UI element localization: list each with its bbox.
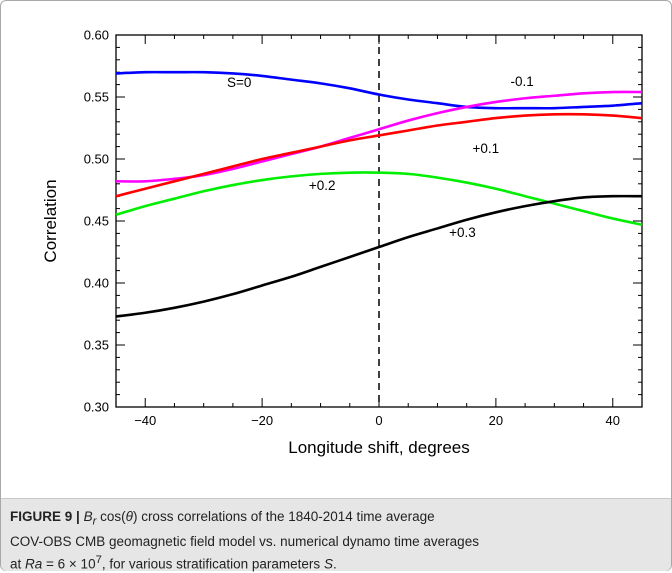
caption-line-3b: , for various stratification parameters [101, 556, 324, 572]
y-tick-label: 0.40 [84, 276, 109, 291]
x-tick-label: −20 [251, 413, 273, 428]
label-layer: −40 −20 0 20 40 0.30 0.35 0.40 0.45 0.50 0.55 0.60 L… [41, 28, 620, 458]
x-axis-label: Longitude shift, degrees [288, 438, 469, 457]
y-tick-label: 0.45 [84, 214, 109, 229]
ra-exponent: 7 [95, 553, 102, 566]
series-annotation: +0.1 [473, 141, 500, 156]
x-tick-label: −40 [134, 413, 156, 428]
series-line-plus-03 [115, 194, 643, 318]
br-subscript: r [92, 515, 97, 528]
caption-line-3c: . [332, 556, 337, 572]
series-line-plus-02 [115, 171, 643, 226]
figure-label: FIGURE 9 | [10, 509, 80, 524]
ra-equation: = 6 × 10 [42, 556, 96, 572]
y-tick-label: 0.50 [84, 152, 109, 167]
series-annotation: +0.3 [449, 225, 476, 240]
ra-symbol: Ra [25, 556, 43, 572]
y-tick-label: 0.60 [84, 28, 109, 43]
y-tick-label: 0.30 [84, 400, 109, 415]
x-tick-label: 40 [606, 413, 620, 428]
series-annotation: S=0 [227, 75, 251, 90]
y-tick-label: 0.35 [84, 338, 109, 353]
caption-line-2: COV-OBS CMB geomagnetic field model vs. … [10, 533, 479, 549]
series-line-s-0 [115, 70, 643, 110]
series-annotation: -0.1 [511, 74, 534, 89]
x-tick-label: 20 [489, 413, 503, 428]
br-symbol: B [83, 509, 93, 524]
s-symbol: S [323, 556, 333, 572]
chart-area: −40 −20 0 20 40 0.30 0.35 0.40 0.45 0.50 0.55 0.60 L… [41, 28, 643, 458]
cos-text: cos( [100, 509, 126, 524]
y-tick-label: 0.55 [84, 90, 109, 105]
series-line-plus-01 [115, 112, 643, 198]
x-tick-label: 0 [375, 413, 382, 428]
series-layer [115, 35, 643, 407]
caption-text: FIGURE 9 | Br cos(θ) cross correlations … [10, 507, 665, 573]
y-axis-label: Correlation [41, 179, 60, 262]
cos-close: ) [132, 509, 138, 524]
figure-caption: FIGURE 9 | Br cos(θ) cross correlations … [1, 498, 671, 571]
caption-line-1: cross correlations of the 1840-2014 time… [137, 509, 435, 524]
theta-symbol: θ [125, 509, 133, 524]
series-annotation: +0.2 [309, 178, 336, 193]
caption-line-3a: at [10, 556, 26, 572]
